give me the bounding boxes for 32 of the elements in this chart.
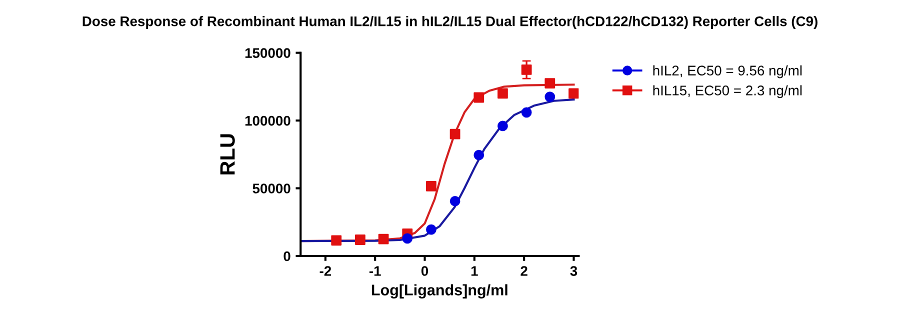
point (402, 233, 413, 244)
chart-title: Dose Response of Recombinant Human IL2/IL15 in hIL2/IL15 Dual Effector(hCD122/hCD132) Reporter Cells (C9) (82, 16, 818, 29)
x-tick-label: -1 (369, 266, 381, 276)
x-tick-label: -2 (320, 266, 332, 276)
y-tick-label: 150000 (245, 48, 290, 58)
legend-label: hIL2, EC50 = 9.56 ng/ml (653, 65, 802, 78)
x-tick-label: 0 (421, 266, 428, 276)
point (378, 234, 389, 244)
y-tick-label: 50000 (252, 184, 290, 194)
point (474, 150, 484, 160)
point (450, 128, 460, 140)
point (498, 120, 508, 132)
point (450, 196, 460, 206)
point (355, 234, 366, 245)
point (568, 88, 579, 99)
point (544, 78, 556, 88)
x-tick-label: 3 (570, 266, 578, 276)
x-tick-label: 1 (471, 266, 478, 276)
point (331, 235, 342, 246)
point (426, 224, 436, 235)
legend-label: hIL15, EC50 = 2.3 ng/ml (653, 85, 802, 98)
y-tick-label: 0 (284, 251, 290, 262)
y-axis-title: RLU (220, 134, 235, 174)
point (498, 88, 508, 99)
x-axis-title: Log[Ligands]ng/ml (372, 284, 508, 299)
point (474, 92, 484, 103)
x-tick-label: 2 (520, 266, 528, 276)
point (521, 107, 532, 118)
y-tick-label: 100000 (245, 116, 290, 126)
point (521, 64, 532, 75)
point (426, 181, 436, 192)
point (544, 92, 556, 102)
